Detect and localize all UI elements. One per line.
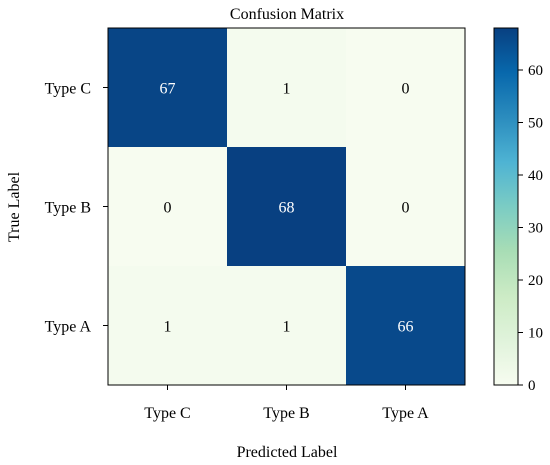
colorbar-tick-label-2: 20: [528, 273, 543, 289]
colorbar-tick-label-3: 30: [528, 221, 543, 237]
heatmap-cell-r2-c0: [108, 266, 228, 386]
heatmap-cell-r2-c1: [227, 266, 347, 386]
colorbar-tick-label-5: 50: [528, 116, 543, 132]
colorbar-gradient: [494, 28, 518, 385]
cell-value-r2-c2: 66: [398, 319, 414, 336]
x-tick-label-1: Type B: [263, 405, 309, 422]
heatmap-cell-r1-c0: [108, 147, 228, 267]
heatmap-cell-labels: 67 1 0 0 68 0 1 1 66: [160, 81, 414, 336]
colorbar-ticks: 0 10 20 30 40 50 60: [518, 63, 543, 394]
y-tick-label-0: Type C: [45, 81, 91, 98]
y-axis-label: True Label: [6, 171, 23, 242]
cell-value-r0-c0: 67: [160, 81, 176, 98]
cell-value-r2-c1: 1: [283, 319, 291, 336]
x-axis-ticks: Type C Type B Type A: [144, 385, 429, 422]
heatmap-cell-r0-c0: [108, 28, 228, 148]
heatmap-cell-r2-c2: [346, 266, 466, 386]
cell-value-r0-c2: 0: [402, 81, 410, 98]
colorbar-tick-label-0: 0: [528, 378, 536, 394]
heatmap-cell-r1-c2: [346, 147, 466, 267]
colorbar-tick-label-1: 10: [528, 326, 543, 342]
chart-title: Confusion Matrix: [230, 6, 344, 23]
cell-value-r1-c2: 0: [402, 200, 410, 217]
y-tick-label-1: Type B: [45, 200, 91, 217]
heatmap-cells: [108, 28, 466, 386]
heatmap-cell-r0-c1: [227, 28, 347, 148]
cell-value-r2-c0: 1: [164, 319, 172, 336]
y-tick-label-2: Type A: [45, 319, 92, 336]
x-tick-label-2: Type A: [382, 405, 429, 422]
heatmap-cell-r0-c2: [346, 28, 466, 148]
cell-value-r1-c1: 68: [279, 200, 295, 217]
y-axis-ticks: Type C Type B Type A: [45, 81, 108, 336]
colorbar-tick-label-4: 40: [528, 168, 543, 184]
colorbar-tick-label-6: 60: [528, 63, 543, 79]
colorbar: 0 10 20 30 40 50 60: [493, 27, 543, 394]
colorbar-frame: [493, 27, 519, 386]
cell-value-r0-c1: 1: [283, 81, 291, 98]
cell-value-r1-c0: 0: [164, 200, 172, 217]
x-axis-label: Predicted Label: [237, 444, 338, 461]
x-tick-label-0: Type C: [144, 405, 190, 422]
heatmap-cell-r1-c1: [227, 147, 347, 267]
